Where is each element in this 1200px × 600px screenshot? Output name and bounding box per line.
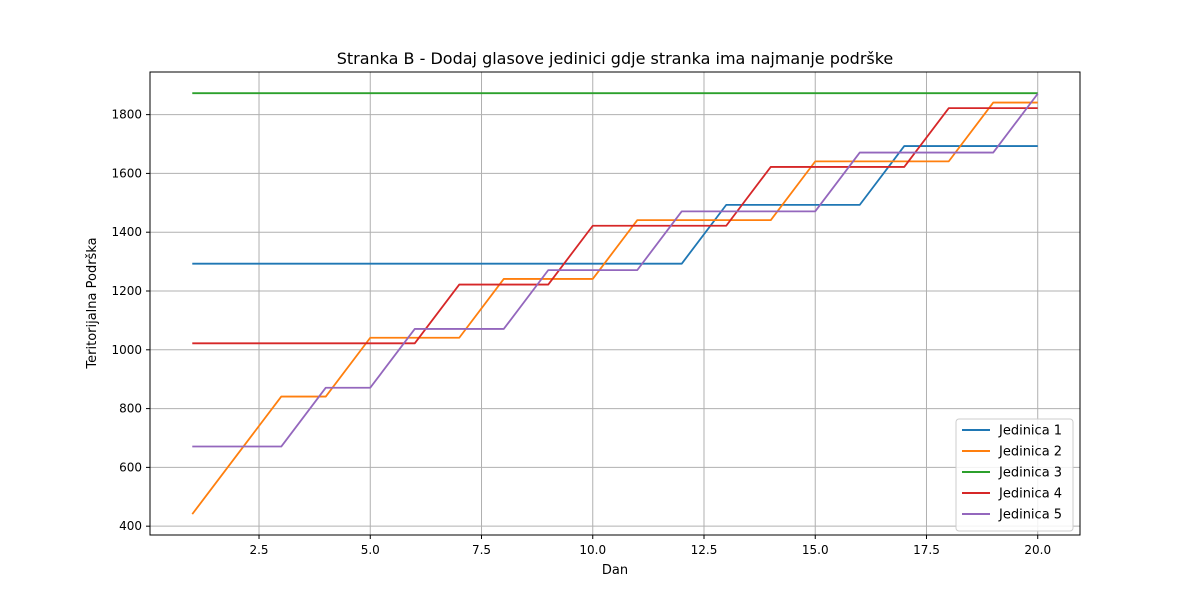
legend-label: Jedinica 1 — [998, 424, 1062, 439]
legend: Jedinica 1 Jedinica 2 Jedinica 3 Jedinica 4… — [955, 418, 1074, 532]
legend-label: Jedinica 3 — [998, 466, 1062, 481]
x-tick-label: 7.5 — [472, 543, 491, 557]
legend-label: Jedinica 2 — [998, 445, 1062, 460]
legend-label: Jedinica 4 — [998, 487, 1062, 502]
y-tick-label: 1400 — [111, 225, 142, 239]
y-tick-label: 1200 — [111, 284, 142, 298]
plot-frame — [149, 71, 1081, 536]
x-tick-label: 15.0 — [802, 543, 829, 557]
y-tick-label: 1800 — [111, 108, 142, 122]
y-tick-label: 800 — [119, 402, 142, 416]
x-tick-label: 20.0 — [1024, 543, 1051, 557]
series-line-jedinica-5 — [192, 93, 1039, 448]
chart-title: Stranka B - Dodaj glasove jedinici gdje … — [337, 49, 894, 68]
series-line-jedinica-2 — [191, 101, 1038, 515]
x-axis-ticks: 2.5 5.0 7.5 10.0 12.5 15.0 17.5 20.0 — [249, 535, 1051, 557]
grid-lines — [150, 72, 1080, 535]
series-line-jedinica-4 — [192, 107, 1038, 345]
y-tick-label: 1600 — [111, 166, 142, 180]
x-tick-label: 17.5 — [913, 543, 940, 557]
y-tick-label: 600 — [119, 460, 142, 474]
y-axis-label: Teritorijalna Podrška — [85, 237, 100, 369]
y-axis-ticks: 400 600 800 1000 1200 1400 1600 1800 — [111, 108, 150, 533]
x-tick-label: 10.0 — [579, 543, 606, 557]
x-tick-label: 12.5 — [691, 543, 718, 557]
x-tick-label: 2.5 — [249, 543, 268, 557]
legend-label: Jedinica 5 — [998, 508, 1062, 523]
series-line-jedinica-1 — [192, 145, 1038, 265]
y-tick-label: 1000 — [111, 343, 142, 357]
series-lines — [191, 92, 1039, 515]
x-axis-label: Dan — [602, 563, 628, 578]
y-tick-label: 400 — [119, 519, 142, 533]
legend-box — [955, 418, 1074, 532]
x-tick-label: 5.0 — [361, 543, 380, 557]
